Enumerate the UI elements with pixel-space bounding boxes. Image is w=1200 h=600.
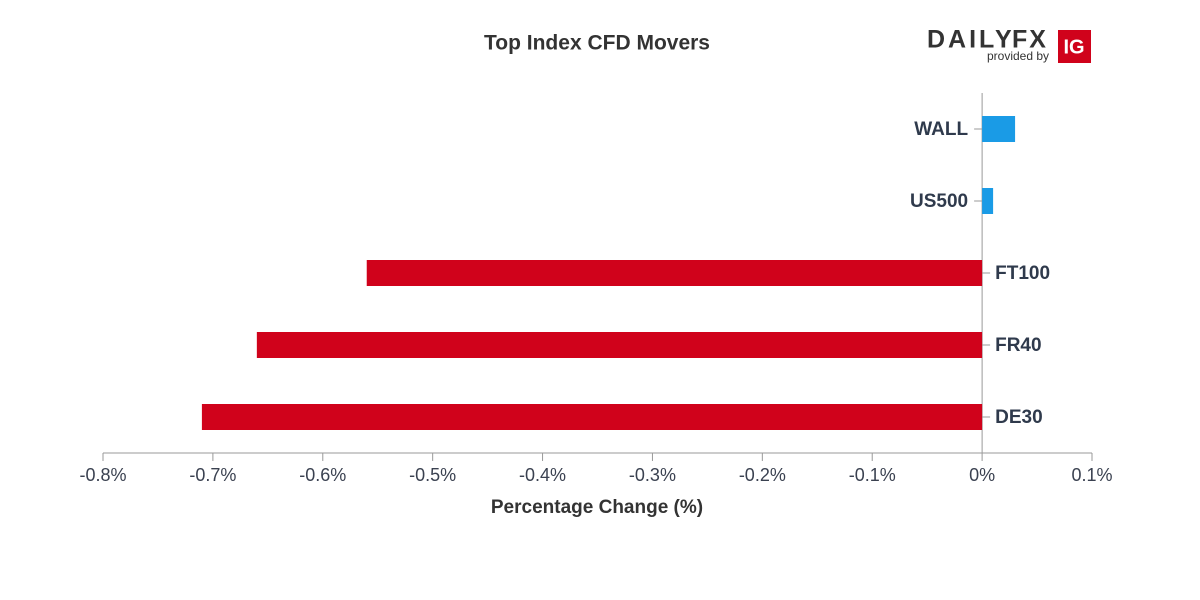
logo-brand-fx: FX	[1012, 26, 1048, 54]
logo-badge: IG	[1063, 36, 1084, 58]
x-tick-label: 0.1%	[1071, 465, 1112, 485]
x-tick-label: -0.3%	[629, 465, 676, 485]
bar	[256, 332, 983, 358]
x-tick-label: -0.8%	[79, 465, 126, 485]
x-tick-label: -0.2%	[739, 465, 786, 485]
y-tick-label: WALL	[914, 119, 968, 140]
y-tick-label: FT100	[995, 263, 1050, 284]
bar	[366, 260, 983, 286]
x-axis-title: Percentage Change (%)	[491, 497, 703, 518]
bar	[201, 404, 983, 430]
x-tick-label: -0.4%	[519, 465, 566, 485]
x-tick-label: -0.6%	[299, 465, 346, 485]
x-tick-label: 0%	[969, 465, 995, 485]
y-tick-label: DE30	[995, 407, 1043, 428]
x-tick-label: -0.5%	[409, 465, 456, 485]
y-tick-label: FR40	[995, 335, 1041, 356]
logo: DAILY FX provided by IG	[927, 26, 1091, 63]
bar	[982, 116, 1016, 142]
logo-badge-box	[1058, 30, 1091, 63]
logo-tagline: provided by	[987, 49, 1049, 63]
x-tick-label: -0.7%	[189, 465, 236, 485]
chart-title: Top Index CFD Movers	[484, 32, 710, 55]
y-tick-label: US500	[910, 191, 968, 212]
x-tick-label: -0.1%	[849, 465, 896, 485]
bar	[982, 188, 994, 214]
logo-brand: DAILY	[927, 26, 1015, 54]
